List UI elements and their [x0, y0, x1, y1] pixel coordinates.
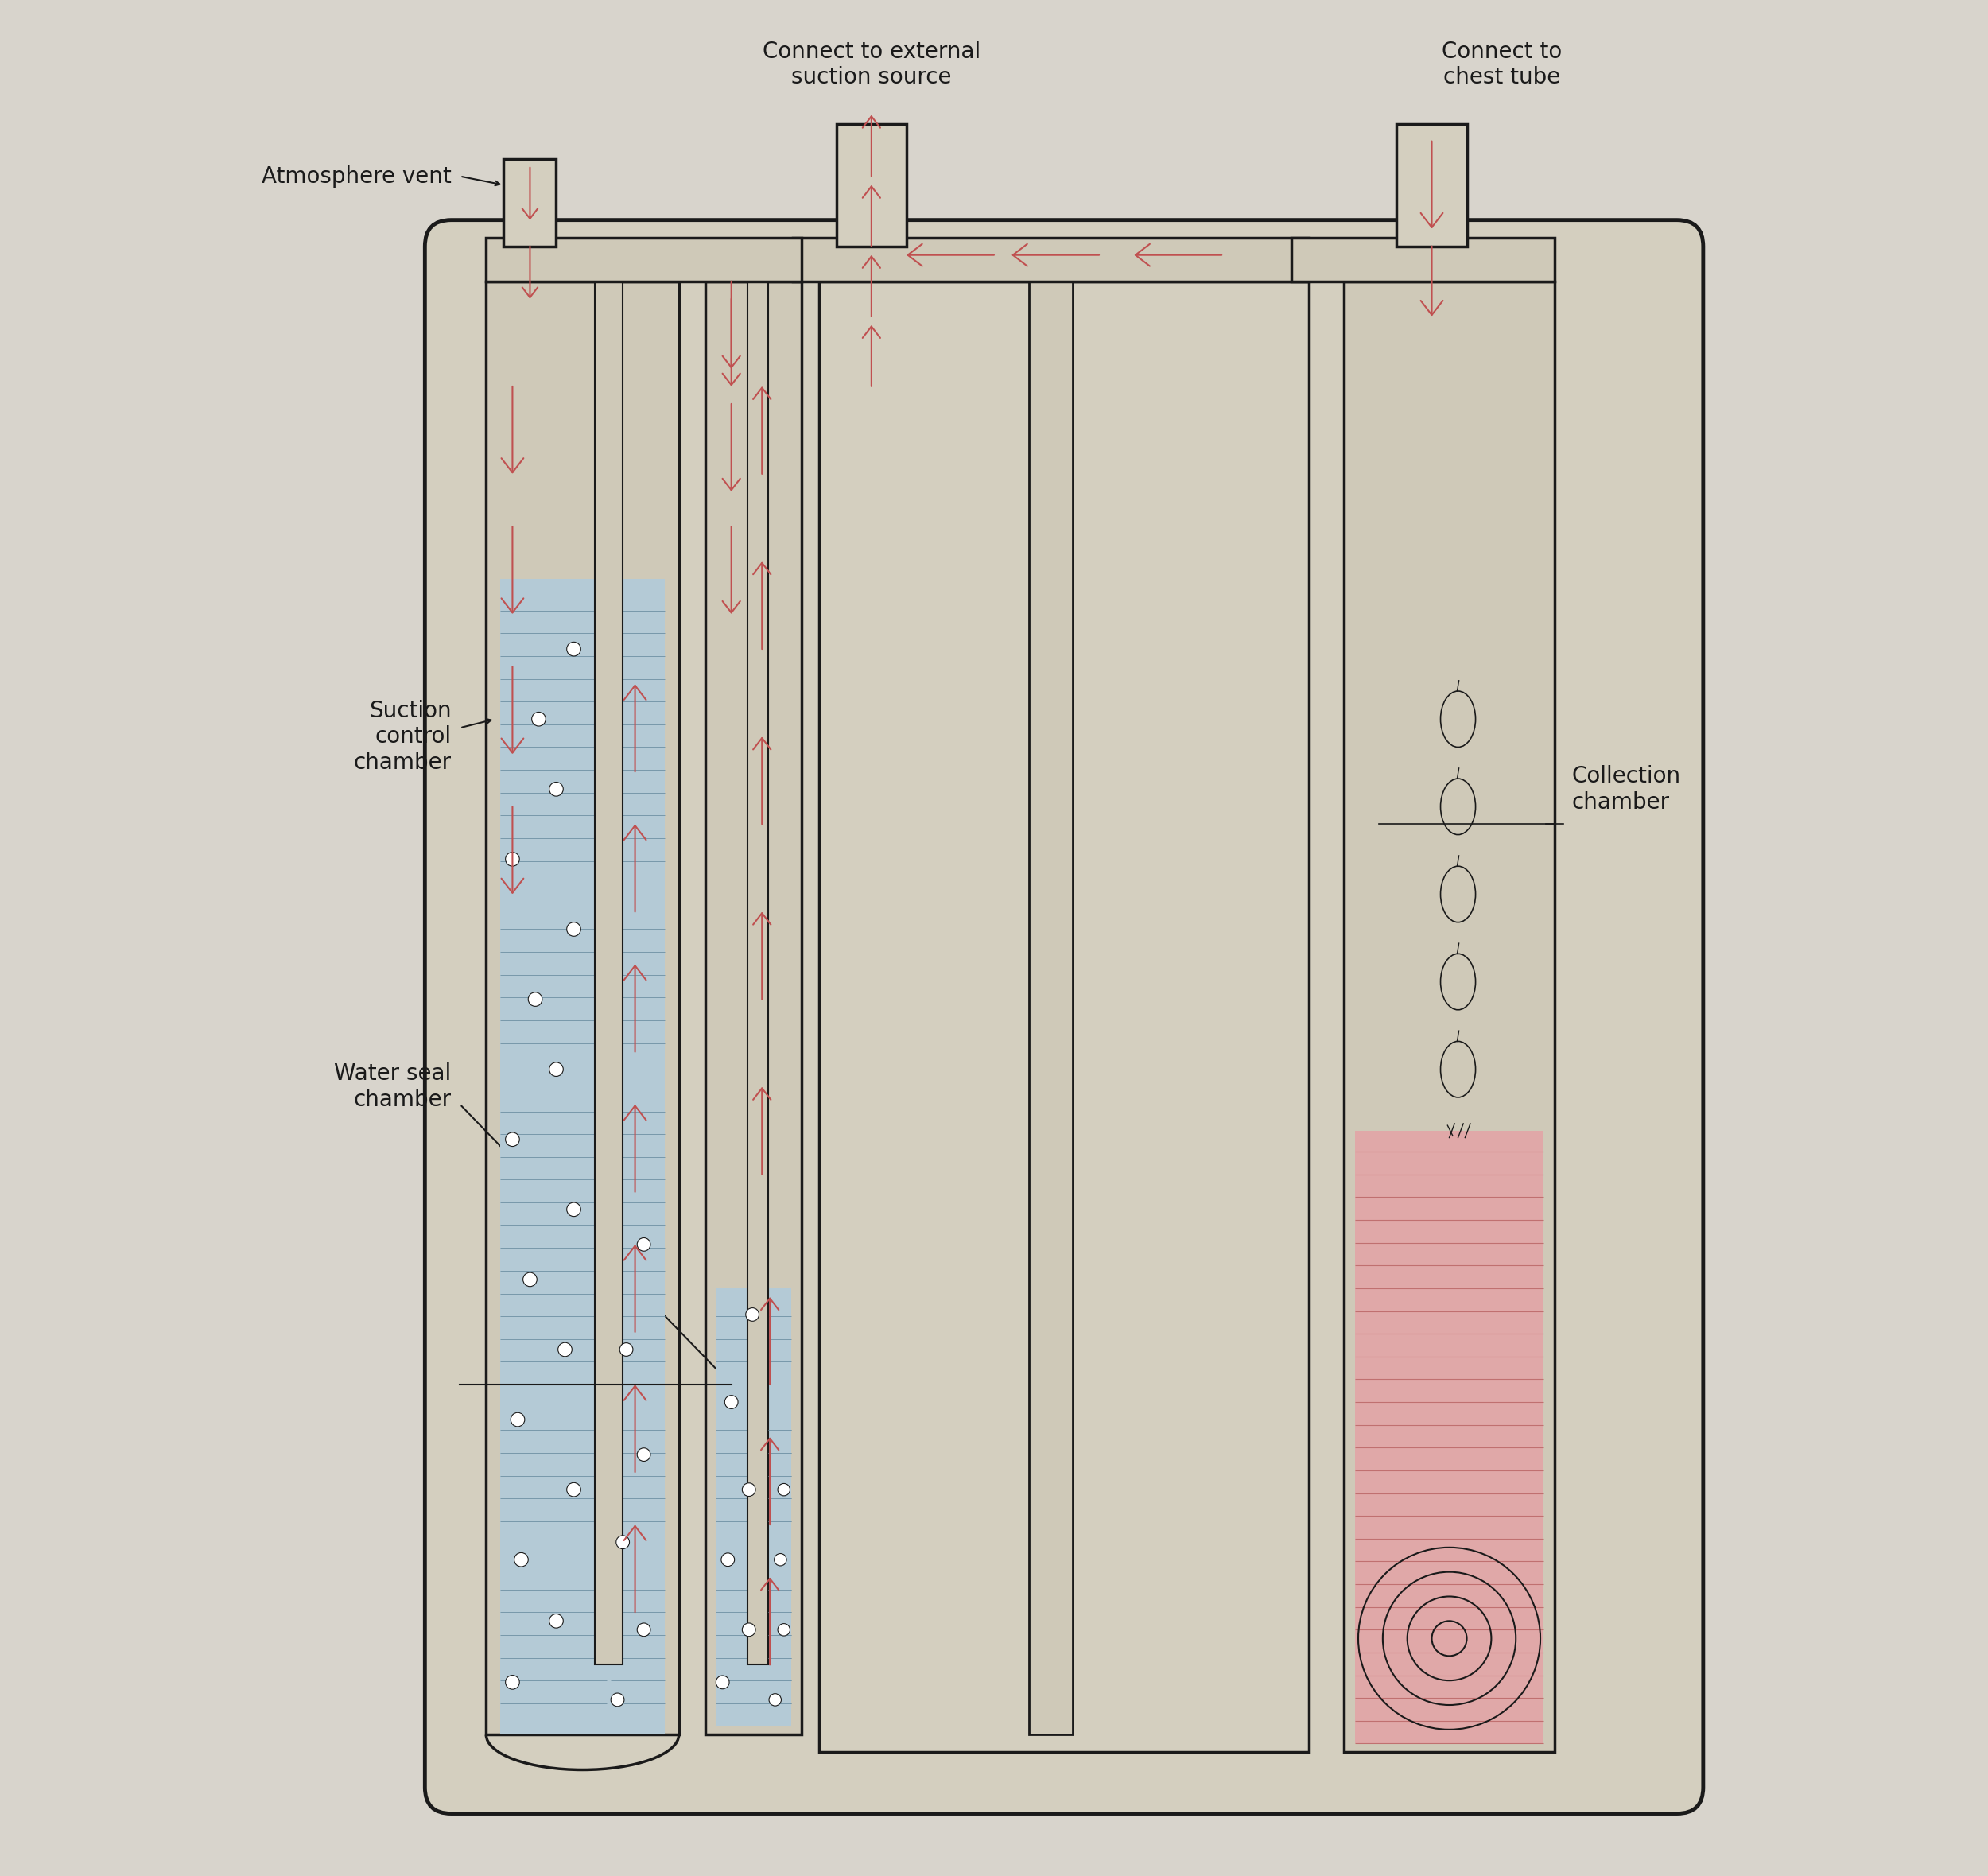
- Bar: [1344, 281, 1555, 1752]
- Bar: [503, 159, 557, 246]
- Circle shape: [523, 1272, 537, 1287]
- Bar: [837, 124, 907, 246]
- Circle shape: [769, 1694, 781, 1705]
- Bar: [594, 281, 622, 1664]
- Bar: [1354, 1131, 1545, 1743]
- Text: Water seal
chamber: Water seal chamber: [334, 1064, 451, 1111]
- Text: Suction
control
chamber: Suction control chamber: [354, 700, 451, 773]
- Bar: [608, 580, 664, 1735]
- Circle shape: [505, 852, 519, 867]
- Circle shape: [549, 782, 563, 795]
- Bar: [487, 238, 801, 281]
- Bar: [706, 281, 801, 1735]
- Circle shape: [636, 1448, 650, 1461]
- Bar: [1292, 238, 1555, 281]
- Bar: [819, 281, 1310, 1752]
- Circle shape: [559, 1343, 573, 1356]
- Circle shape: [636, 1623, 650, 1636]
- Text: Connect to
chest tube: Connect to chest tube: [1441, 41, 1563, 88]
- Circle shape: [777, 1484, 789, 1495]
- Circle shape: [529, 992, 543, 1006]
- Circle shape: [773, 1553, 787, 1566]
- Text: Atmosphere vent: Atmosphere vent: [260, 165, 451, 188]
- Circle shape: [746, 1308, 759, 1321]
- Circle shape: [620, 1343, 632, 1356]
- FancyBboxPatch shape: [425, 219, 1704, 1814]
- Bar: [767, 1375, 791, 1726]
- Circle shape: [505, 1133, 519, 1146]
- Circle shape: [567, 1482, 580, 1497]
- Circle shape: [567, 923, 580, 936]
- Bar: [501, 580, 608, 1735]
- Circle shape: [726, 1396, 738, 1409]
- Circle shape: [549, 1613, 563, 1628]
- Bar: [1030, 281, 1074, 1735]
- Circle shape: [616, 1536, 630, 1550]
- Circle shape: [515, 1553, 529, 1566]
- Circle shape: [567, 1203, 580, 1216]
- Bar: [747, 281, 767, 1664]
- Circle shape: [567, 642, 580, 657]
- Circle shape: [549, 1062, 563, 1077]
- Bar: [716, 1289, 791, 1726]
- Circle shape: [505, 1675, 519, 1688]
- Circle shape: [722, 1553, 734, 1566]
- Circle shape: [636, 1238, 650, 1251]
- Circle shape: [716, 1675, 730, 1688]
- Circle shape: [511, 1413, 525, 1426]
- Bar: [487, 281, 678, 1735]
- Bar: [1398, 124, 1467, 246]
- Circle shape: [610, 1694, 624, 1707]
- Text: Collection
chamber: Collection chamber: [1573, 765, 1682, 812]
- Circle shape: [742, 1623, 755, 1636]
- Text: Connect to external
suction source: Connect to external suction source: [761, 41, 980, 88]
- Circle shape: [777, 1623, 789, 1636]
- Circle shape: [742, 1482, 755, 1497]
- Circle shape: [531, 713, 547, 726]
- Bar: [793, 238, 1310, 281]
